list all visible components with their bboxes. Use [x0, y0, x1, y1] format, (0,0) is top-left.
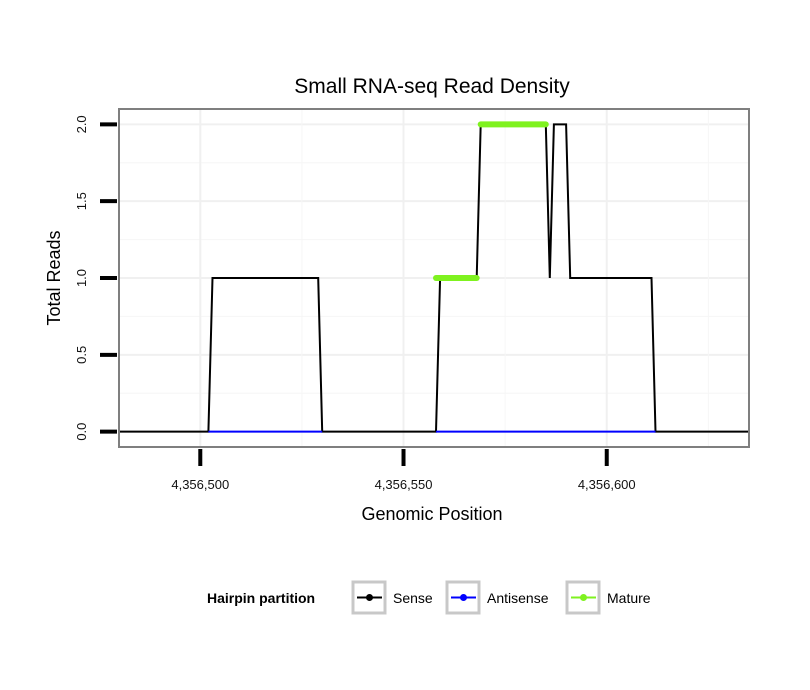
plot-panel	[118, 108, 750, 448]
y-axis: 0.0 0.5 1.0 1.5 2.0	[74, 115, 117, 441]
legend-swatch-point-antisense	[460, 594, 467, 601]
legend-swatch-point-mature	[580, 594, 587, 601]
legend-label-antisense: Antisense	[487, 590, 549, 606]
x-tick-label-0: 4,356,500	[171, 477, 229, 492]
x-axis-title: Genomic Position	[361, 504, 502, 524]
legend-title: Hairpin partition	[207, 590, 315, 606]
y-axis-title: Total Reads	[44, 230, 64, 325]
legend-swatch-point-sense	[366, 594, 373, 601]
series-layer	[119, 121, 749, 433]
legend-label-mature: Mature	[607, 590, 651, 606]
y-tick-label-1: 0.5	[74, 346, 89, 364]
legend: Hairpin partition Sense Antisense Mature	[207, 580, 651, 615]
y-tick-label-2: 1.0	[74, 269, 89, 287]
chart-title: Small RNA-seq Read Density	[294, 75, 570, 98]
x-tick-label-2: 4,356,600	[578, 477, 636, 492]
y-tick-label-3: 1.5	[74, 192, 89, 210]
y-tick-label-4: 2.0	[74, 115, 89, 133]
y-tick-label-0: 0.0	[74, 423, 89, 441]
x-tick-label-1: 4,356,550	[375, 477, 433, 492]
panel-border	[118, 108, 750, 448]
legend-keys: Sense Antisense Mature	[351, 580, 651, 615]
x-axis: 4,356,500 4,356,550 4,356,600	[171, 449, 636, 492]
legend-label-sense: Sense	[393, 590, 433, 606]
